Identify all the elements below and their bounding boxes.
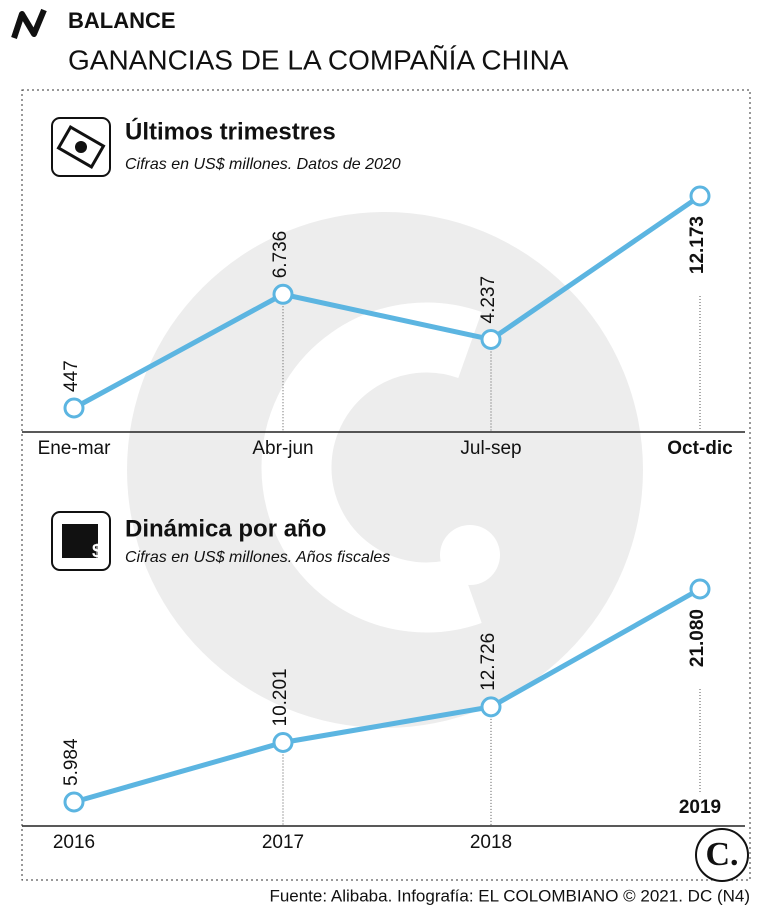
value-label: 12.726 bbox=[478, 633, 499, 691]
chart-title: Dinámica por año bbox=[125, 515, 326, 542]
main-title: GANANCIAS DE LA COMPAÑÍA CHINA bbox=[68, 44, 569, 75]
point bbox=[272, 283, 294, 305]
icon-calendar: $ bbox=[51, 511, 111, 571]
watermark bbox=[127, 212, 643, 728]
frame bbox=[21, 89, 751, 881]
point bbox=[689, 578, 711, 600]
line-series bbox=[72, 193, 702, 411]
x-tick-label: 2017 bbox=[262, 832, 304, 853]
point bbox=[689, 185, 711, 207]
value-label: 6.736 bbox=[270, 231, 291, 279]
value-label: 447 bbox=[61, 360, 82, 392]
line-series bbox=[73, 586, 702, 805]
value-label: 21.080 bbox=[687, 609, 708, 667]
value-label: 5.984 bbox=[61, 738, 82, 786]
x-tick-label: Oct-dic bbox=[667, 438, 733, 459]
point bbox=[272, 731, 294, 753]
chart-subtitle: Cifras en US$ millones. Datos de 2020 bbox=[125, 156, 401, 173]
logo bbox=[11, 8, 47, 39]
point bbox=[480, 696, 502, 718]
x-tick-label: Ene-mar bbox=[38, 438, 112, 459]
point bbox=[480, 328, 502, 350]
svg-text:$: $ bbox=[92, 541, 102, 561]
x-tick-label: Abr-jun bbox=[252, 438, 313, 459]
value-label: 12.173 bbox=[687, 216, 708, 274]
x-tick-label: 2018 bbox=[470, 832, 512, 853]
x-tick-label: Jul-sep bbox=[460, 438, 521, 459]
point bbox=[63, 791, 85, 813]
value-label: 4.237 bbox=[478, 276, 499, 324]
watermark-dot bbox=[440, 525, 500, 585]
point bbox=[63, 397, 85, 419]
source: Fuente: Alibaba. Infografía: EL COLOMBIA… bbox=[269, 886, 750, 905]
logo-badge: C. bbox=[695, 828, 749, 882]
watermark-c bbox=[261, 302, 482, 633]
section-label: BALANCE bbox=[68, 8, 176, 33]
chart-title: Últimos trimestres bbox=[125, 117, 336, 145]
chart-subtitle: Cifras en US$ millones. Años fiscales bbox=[125, 549, 390, 566]
x-tick-label: 2019 bbox=[679, 797, 721, 818]
value-label: 10.201 bbox=[270, 668, 291, 726]
svg-text:C.: C. bbox=[705, 836, 738, 873]
x-tick-label: 2016 bbox=[53, 832, 95, 853]
icon-money bbox=[51, 117, 111, 177]
